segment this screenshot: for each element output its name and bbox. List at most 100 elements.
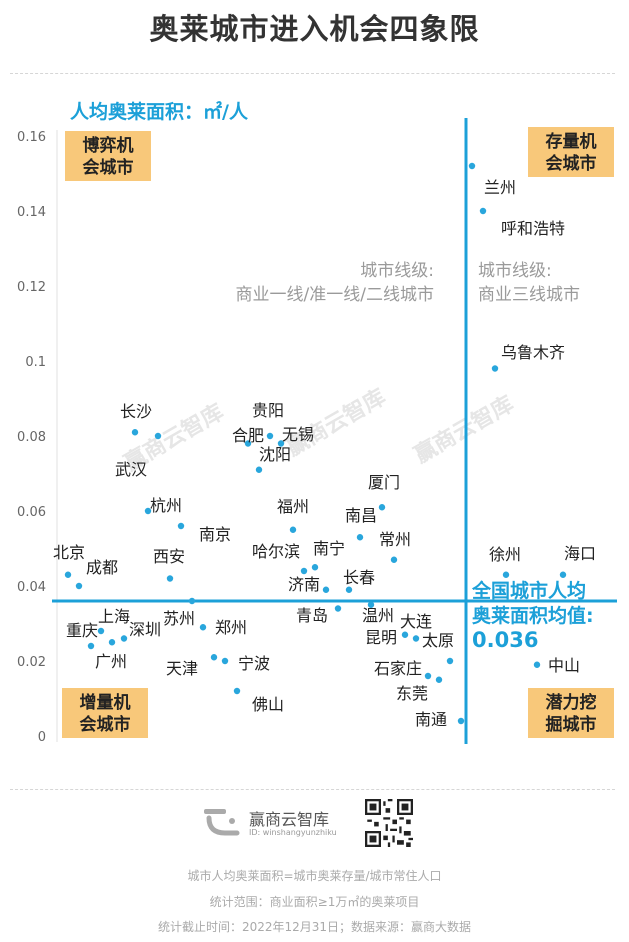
y-axis-label: 人均奥莱面积：㎡/人	[70, 100, 249, 123]
data-point	[435, 676, 443, 683]
data-point	[457, 717, 465, 725]
quadrant-box-bottom-left	[62, 688, 148, 738]
quadrant-label: 存量机	[546, 131, 597, 152]
point-label: 呼和浩特	[501, 219, 565, 238]
y-tick-label: 0.12	[17, 280, 46, 295]
tier-label-right: 城市线级:	[478, 261, 552, 281]
data-point	[424, 672, 432, 680]
data-point	[166, 575, 174, 582]
data-point	[87, 642, 95, 650]
data-point	[120, 635, 128, 642]
y-tick-label: 0.1	[25, 355, 46, 370]
point-label: 南宁	[313, 539, 345, 558]
point-label: 郑州	[215, 618, 247, 637]
data-point	[468, 162, 476, 170]
tier-label-left: 商业一线/准一线/二线城市	[236, 285, 434, 305]
y-tick-label: 0.08	[17, 430, 46, 445]
point-label: 贵阳	[252, 401, 284, 420]
point-label: 宁波	[238, 654, 270, 673]
data-point	[479, 207, 487, 215]
y-tick-label: 0.16	[17, 130, 46, 145]
data-point	[446, 657, 454, 665]
data-point	[177, 522, 185, 530]
data-point	[401, 631, 409, 638]
y-tick-label: 0.06	[17, 505, 46, 520]
quadrant-label: 博弈机	[83, 135, 134, 156]
footer-source: 统计截止时间：2022年12月31日；数据来源：赢商大数据	[157, 920, 472, 934]
point-label: 徐州	[489, 545, 521, 564]
point-label: 西安	[153, 547, 185, 566]
point-label: 中山	[548, 656, 580, 675]
point-label: 昆明	[365, 628, 397, 647]
page-title: 奥莱城市进入机会四象限	[149, 12, 480, 46]
data-point	[559, 571, 567, 578]
point-label: 沈阳	[259, 445, 291, 464]
data-point	[210, 654, 218, 661]
point-label: 厦门	[368, 473, 400, 492]
point-label: 长沙	[120, 402, 152, 421]
data-point	[345, 586, 353, 593]
data-point	[244, 440, 252, 447]
data-point	[412, 635, 420, 642]
quadrant-label: 会城市	[83, 157, 134, 178]
data-point	[289, 526, 297, 533]
point-label: 海口	[564, 544, 596, 563]
average-value-label: 奥莱面积均值:	[472, 604, 594, 627]
point-label: 南京	[199, 525, 231, 544]
point-label: 苏州	[163, 609, 195, 628]
point-label: 温州	[362, 606, 394, 625]
point-label: 杭州	[150, 496, 182, 515]
point-label: 成都	[86, 558, 118, 577]
point-label: 石家庄	[374, 659, 422, 678]
footer-scope: 统计范围：商业面积≥1万㎡的奥莱项目	[209, 895, 420, 909]
brand-name: 赢商云智库	[249, 810, 330, 829]
data-point	[300, 567, 308, 575]
data-point	[277, 440, 285, 447]
y-tick-label: 0.14	[17, 205, 46, 220]
data-point	[75, 582, 83, 590]
data-point	[154, 432, 162, 440]
point-label: 太原	[422, 631, 454, 650]
quadrant-box-bottom-right	[528, 688, 614, 738]
data-point	[502, 571, 510, 578]
quadrant-label: 掘城市	[546, 714, 597, 735]
data-point	[367, 601, 375, 608]
bottom-divider	[10, 789, 615, 790]
data-point	[255, 466, 263, 473]
point-label: 济南	[288, 575, 320, 594]
point-label: 福州	[277, 497, 309, 516]
quadrant-label: 增量机	[80, 692, 131, 713]
point-label: 广州	[95, 652, 127, 671]
data-point	[378, 504, 386, 511]
point-label: 南昌	[345, 506, 377, 525]
y-tick-label: 0.04	[17, 580, 46, 595]
tier-label-left: 城市线级:	[360, 261, 434, 281]
point-label: 重庆	[66, 621, 98, 640]
point-label: 佛山	[252, 695, 284, 714]
point-label: 无锡	[282, 425, 314, 444]
data-point	[221, 657, 229, 665]
data-point	[144, 507, 152, 515]
quadrant-box-top-left	[65, 131, 151, 181]
data-point	[199, 624, 207, 631]
data-point	[356, 534, 364, 541]
data-point	[334, 605, 342, 612]
point-label: 长春	[343, 568, 375, 587]
data-point	[108, 639, 116, 646]
point-label: 乌鲁木齐	[501, 343, 565, 362]
data-point	[131, 429, 139, 436]
top-divider	[10, 73, 615, 74]
point-label: 常州	[379, 530, 411, 549]
average-value-label: 0.036	[472, 628, 538, 652]
quadrant-label: 会城市	[546, 153, 597, 174]
point-label: 武汉	[115, 460, 147, 479]
quadrant-label: 潜力挖	[546, 692, 597, 713]
point-label: 合肥	[232, 426, 264, 445]
data-point	[491, 365, 499, 372]
brand-id: ID: winshangyunzhiku	[249, 828, 337, 837]
data-point	[64, 571, 72, 578]
data-point	[188, 597, 196, 605]
point-label: 兰州	[484, 178, 516, 197]
data-point	[311, 564, 319, 571]
point-label: 南通	[415, 710, 447, 729]
